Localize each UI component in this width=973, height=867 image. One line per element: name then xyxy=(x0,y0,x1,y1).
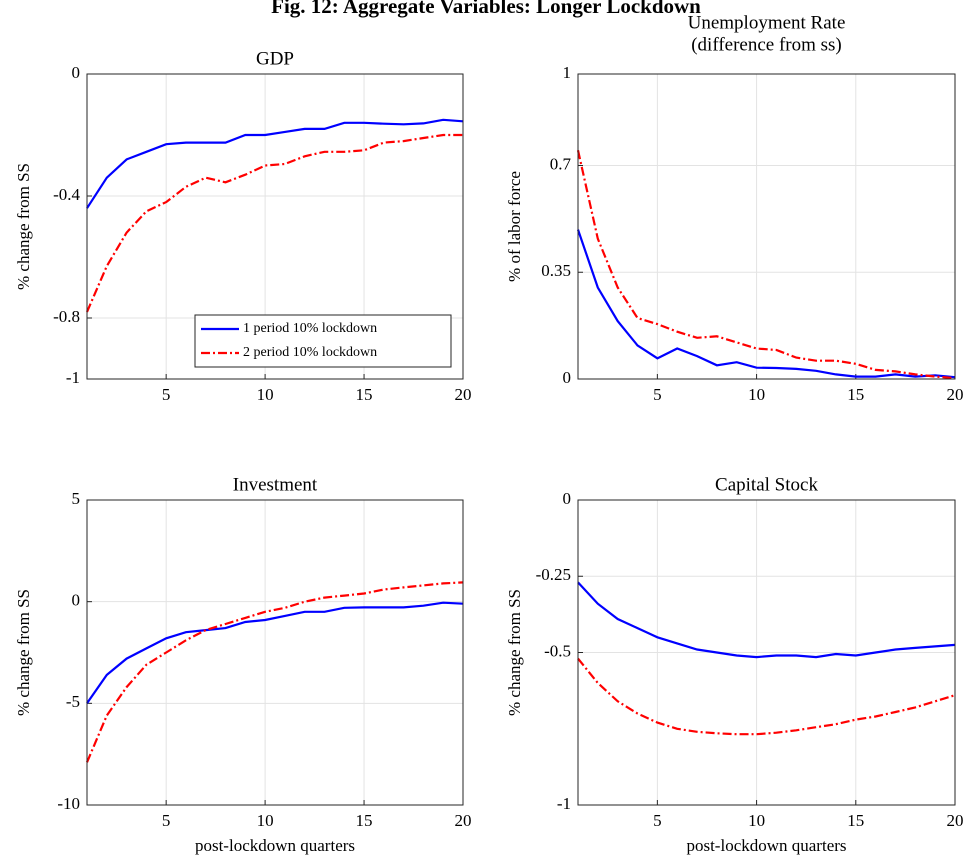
y-tick-label: -0.25 xyxy=(536,565,571,584)
x-tick-label: 15 xyxy=(356,811,373,830)
panel-title: GDP xyxy=(256,48,294,69)
y-tick-label: -1 xyxy=(66,368,80,387)
y-axis-label: % change from SS xyxy=(14,163,33,290)
panel-subtitle: (difference from ss) xyxy=(691,34,842,55)
data-line xyxy=(86,118,464,209)
x-tick-label: 10 xyxy=(257,385,274,404)
legend-label: 2 period 10% lockdown xyxy=(243,345,377,360)
y-tick-label: 0 xyxy=(563,489,572,508)
y-tick-label: 0 xyxy=(563,368,572,387)
axes-box xyxy=(577,73,956,380)
x-axis-label: post-lockdown quarters xyxy=(686,836,846,855)
x-tick-label: 20 xyxy=(455,385,472,404)
x-tick-label: 20 xyxy=(947,811,964,830)
y-tick-label: -0.4 xyxy=(53,185,80,204)
data-line xyxy=(577,581,956,659)
y-tick-label: 0.7 xyxy=(550,154,572,173)
x-tick-label: 5 xyxy=(162,385,171,404)
x-tick-label: 20 xyxy=(455,811,472,830)
data-line xyxy=(86,601,464,704)
legend-box xyxy=(194,314,452,368)
panel-title: Capital Stock xyxy=(715,474,818,495)
x-tick-label: 5 xyxy=(653,811,662,830)
x-tick-label: 10 xyxy=(748,811,765,830)
x-tick-label: 5 xyxy=(653,385,662,404)
data-line xyxy=(577,657,956,736)
axes-box xyxy=(577,499,956,806)
x-axis-label: post-lockdown quarters xyxy=(195,836,355,855)
y-tick-label: 0 xyxy=(72,63,81,82)
data-line xyxy=(576,229,956,379)
data-line xyxy=(85,581,464,763)
x-tick-label: 15 xyxy=(356,385,373,404)
y-tick-label: -1 xyxy=(557,794,571,813)
y-tick-label: -0.8 xyxy=(53,307,80,326)
axes-box xyxy=(86,499,464,806)
axes-box xyxy=(86,73,464,380)
x-tick-label: 10 xyxy=(257,811,274,830)
y-tick-label: 0.35 xyxy=(541,261,571,280)
panel-title: Unemployment Rate xyxy=(688,12,846,33)
panel-title: Investment xyxy=(233,474,318,495)
y-tick-label: -5 xyxy=(66,692,80,711)
y-tick-label: -10 xyxy=(57,794,80,813)
x-tick-label: 20 xyxy=(947,385,964,404)
legend-label: 1 period 10% lockdown xyxy=(243,321,377,336)
y-tick-label: 1 xyxy=(563,63,572,82)
y-tick-label: 5 xyxy=(72,489,81,508)
y-tick-label: 0 xyxy=(72,591,81,610)
y-axis-label: % change from SS xyxy=(14,589,33,716)
x-tick-label: 15 xyxy=(847,385,864,404)
y-tick-label: -0.5 xyxy=(544,641,571,660)
data-line xyxy=(576,150,956,380)
figure-title: Fig. 12: Aggregate Variables: Longer Loc… xyxy=(271,0,701,18)
x-tick-label: 5 xyxy=(162,811,171,830)
y-axis-label: % change from SS xyxy=(505,589,524,716)
data-line xyxy=(85,133,463,313)
x-tick-label: 10 xyxy=(748,385,765,404)
x-tick-label: 15 xyxy=(847,811,864,830)
y-axis-label: % of labor force xyxy=(505,171,524,282)
